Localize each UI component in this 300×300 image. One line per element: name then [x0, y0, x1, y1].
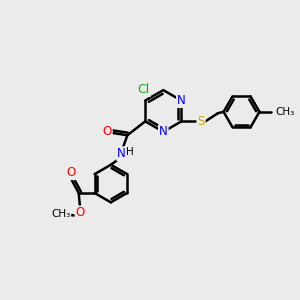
Text: Cl: Cl: [138, 83, 150, 96]
Text: O: O: [76, 206, 85, 219]
Text: O: O: [103, 125, 112, 138]
Text: N: N: [117, 147, 126, 160]
Text: H: H: [126, 147, 134, 157]
Text: CH₃: CH₃: [275, 107, 295, 117]
Text: S: S: [197, 115, 205, 128]
Text: CH₃: CH₃: [51, 209, 70, 219]
Text: N: N: [159, 125, 168, 138]
Text: O: O: [66, 166, 75, 179]
Text: N: N: [177, 94, 186, 107]
